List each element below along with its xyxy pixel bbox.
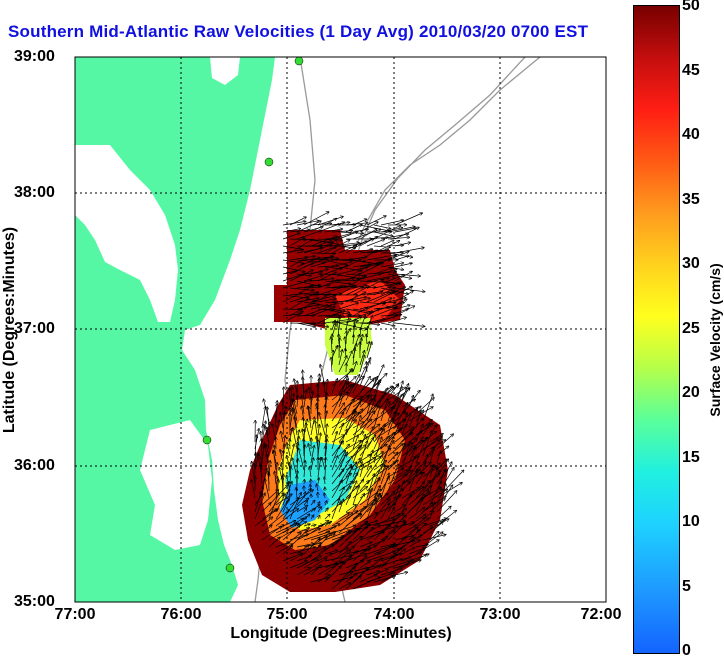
y-axis-label: Latitude (Degrees:Minutes): [1, 227, 19, 433]
x-tick-label: 72:00: [581, 606, 622, 624]
colorbar-tick-label: 0: [682, 642, 691, 660]
colorbar-tick-label: 35: [682, 191, 700, 209]
pamlico-sound: [140, 420, 212, 550]
velocity-arrow: [262, 487, 263, 499]
station-marker: [295, 57, 303, 65]
x-tick-label: 73:00: [480, 606, 521, 624]
y-tick-label: 37:00: [14, 320, 55, 338]
colorbar-label: Surface Velocity (cm/s): [707, 263, 723, 416]
colorbar-tick-label: 45: [682, 62, 700, 80]
colorbar-tick-label: 30: [682, 255, 700, 273]
x-tick-label: 77:00: [55, 606, 96, 624]
colorbar-tick-label: 10: [682, 513, 700, 531]
colorbar-tick-label: 20: [682, 384, 700, 402]
y-tick-label: 35:00: [14, 593, 55, 611]
velocity-arrow: [304, 439, 305, 456]
colorbar-tick-label: 15: [682, 449, 700, 467]
velocity-arrow: [290, 463, 291, 477]
x-tick-label: 76:00: [161, 606, 202, 624]
y-tick-label: 38:00: [14, 184, 55, 202]
colorbar-tick-label: 5: [682, 578, 691, 596]
velocity-arrow: [304, 480, 305, 484]
colorbar-tick-label: 50: [682, 0, 700, 15]
x-tick-label: 74:00: [374, 606, 415, 624]
velocity-arrow: [283, 451, 284, 470]
station-marker: [265, 158, 273, 166]
y-tick-label: 39:00: [14, 48, 55, 66]
colorbar-tick-label: 25: [682, 320, 700, 338]
y-tick-label: 36:00: [14, 457, 55, 475]
station-marker: [226, 564, 234, 572]
colorbar: [633, 5, 680, 654]
velocity-arrow: [346, 331, 347, 344]
station-marker: [203, 436, 211, 444]
colorbar-tick-label: 40: [682, 126, 700, 144]
x-axis-label: Longitude (Degrees:Minutes): [230, 625, 451, 643]
x-tick-label: 75:00: [267, 606, 308, 624]
